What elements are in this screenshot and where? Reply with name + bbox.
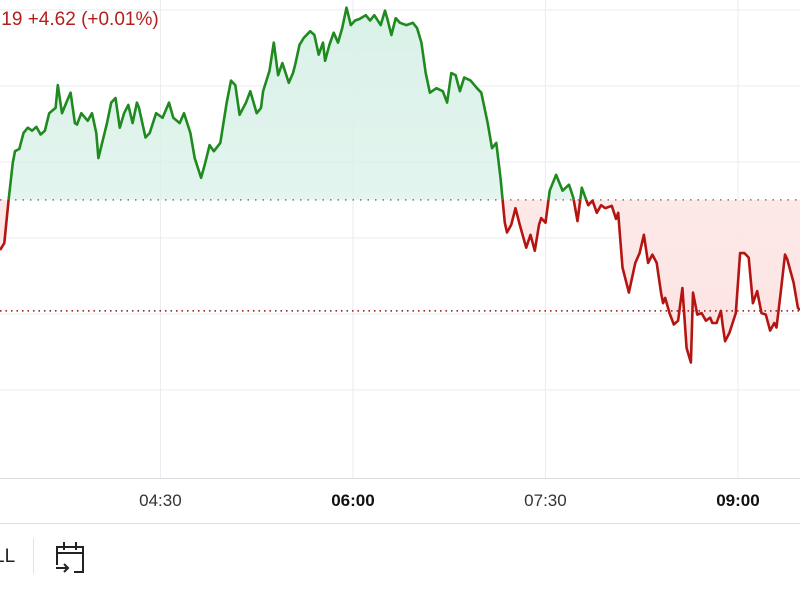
price-change-header: .19 +4.62 (+0.01%) <box>0 9 159 31</box>
x-tick-label: 09:00 <box>716 491 760 510</box>
change-percent: (+0.01%) <box>81 9 159 30</box>
price-line-up <box>7 6 594 200</box>
change-value: +4.62 <box>27 9 76 30</box>
price-fragment: .19 <box>0 9 23 30</box>
price-chart[interactable] <box>0 0 800 478</box>
x-tick-label: 07:30 <box>524 491 567 510</box>
price-line-down <box>0 199 800 364</box>
toolbar-divider-line <box>0 523 800 524</box>
x-axis-line <box>0 478 800 479</box>
x-tick-label: 04:30 <box>139 491 182 510</box>
calendar-arrow-icon[interactable] <box>54 539 88 580</box>
toolbar-separator <box>33 538 34 574</box>
area-fill-up <box>0 7 800 200</box>
range-button-all[interactable]: LL <box>0 546 16 567</box>
area-fill-down <box>0 199 800 363</box>
x-tick-label: 06:00 <box>331 491 375 510</box>
